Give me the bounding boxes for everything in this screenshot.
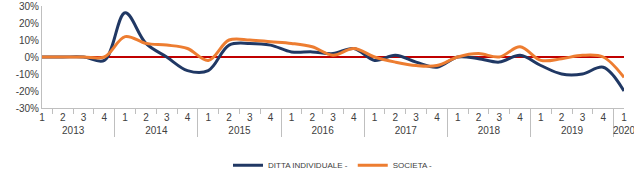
svg-text:1: 1: [206, 112, 212, 123]
svg-text:2: 2: [143, 112, 149, 123]
svg-text:2: 2: [226, 112, 232, 123]
svg-text:4: 4: [600, 112, 606, 123]
svg-text:2: 2: [476, 112, 482, 123]
svg-text:2014: 2014: [145, 125, 168, 136]
svg-text:1: 1: [39, 112, 45, 123]
svg-text:1: 1: [289, 112, 295, 123]
svg-text:4: 4: [517, 112, 523, 123]
svg-text:2: 2: [393, 112, 399, 123]
svg-text:4: 4: [351, 112, 357, 123]
svg-text:-30%: -30%: [16, 103, 39, 114]
svg-text:4: 4: [434, 112, 440, 123]
svg-text:-20%: -20%: [16, 86, 39, 97]
svg-text:1: 1: [372, 112, 378, 123]
svg-text:2013: 2013: [62, 125, 85, 136]
svg-text:1: 1: [455, 112, 461, 123]
svg-text:3: 3: [497, 112, 503, 123]
svg-text:3: 3: [330, 112, 336, 123]
svg-text:1: 1: [538, 112, 544, 123]
svg-text:3: 3: [580, 112, 586, 123]
svg-text:2015: 2015: [228, 125, 251, 136]
svg-text:-10%: -10%: [16, 69, 39, 80]
svg-text:1: 1: [122, 112, 128, 123]
svg-text:30%: 30%: [19, 1, 39, 12]
svg-text:3: 3: [413, 112, 419, 123]
svg-text:2: 2: [559, 112, 565, 123]
svg-text:2017: 2017: [395, 125, 418, 136]
svg-text:2019: 2019: [561, 125, 584, 136]
svg-text:2: 2: [60, 112, 66, 123]
svg-text:3: 3: [164, 112, 170, 123]
svg-text:2020: 2020: [613, 125, 634, 136]
svg-text:2018: 2018: [478, 125, 501, 136]
svg-text:DITTA INDIVIDUALE -: DITTA INDIVIDUALE -: [268, 161, 348, 170]
svg-text:2016: 2016: [311, 125, 334, 136]
svg-text:4: 4: [185, 112, 191, 123]
svg-text:1: 1: [621, 112, 627, 123]
svg-text:4: 4: [268, 112, 274, 123]
svg-text:0%: 0%: [25, 52, 40, 63]
svg-text:3: 3: [81, 112, 87, 123]
svg-text:4: 4: [102, 112, 108, 123]
svg-text:3: 3: [247, 112, 253, 123]
svg-text:2: 2: [309, 112, 315, 123]
svg-text:20%: 20%: [19, 18, 39, 29]
svg-text:10%: 10%: [19, 35, 39, 46]
svg-text:SOCIETA -: SOCIETA -: [393, 161, 432, 170]
